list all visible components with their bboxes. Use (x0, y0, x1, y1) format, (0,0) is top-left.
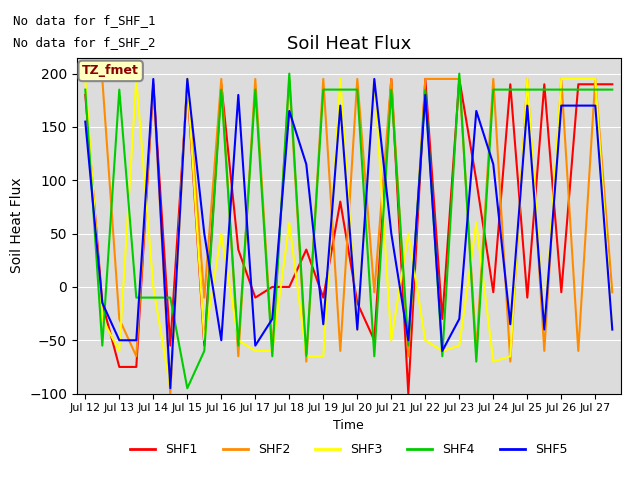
X-axis label: Time: Time (333, 419, 364, 432)
Legend: SHF1, SHF2, SHF3, SHF4, SHF5: SHF1, SHF2, SHF3, SHF4, SHF5 (125, 438, 572, 461)
Y-axis label: Soil Heat Flux: Soil Heat Flux (10, 178, 24, 274)
Text: TZ_fmet: TZ_fmet (82, 64, 139, 77)
Title: Soil Heat Flux: Soil Heat Flux (287, 35, 411, 53)
Text: No data for f_SHF_1: No data for f_SHF_1 (13, 14, 156, 27)
Text: No data for f_SHF_2: No data for f_SHF_2 (13, 36, 156, 49)
